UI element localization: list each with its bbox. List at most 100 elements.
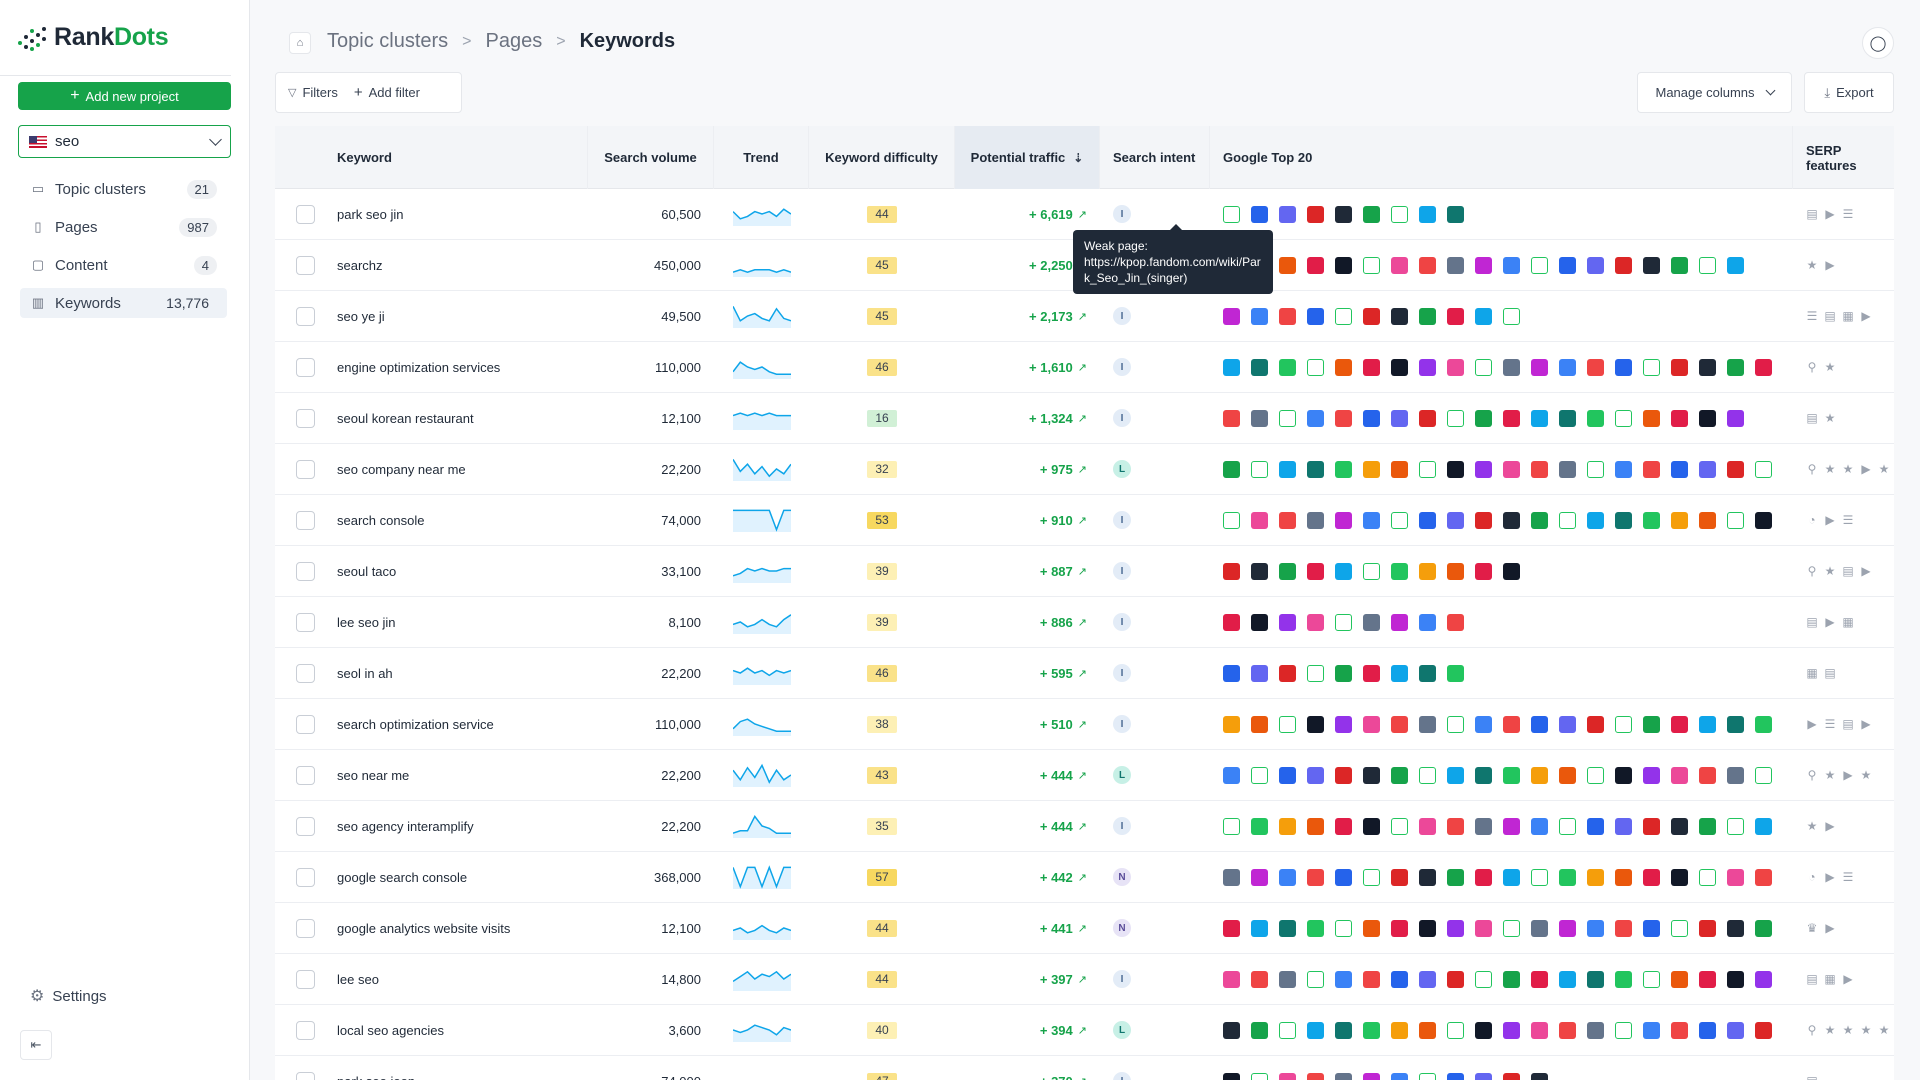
site-favicon-icon[interactable] [1391,307,1408,325]
site-favicon-icon[interactable] [1671,919,1688,937]
site-favicon-icon[interactable] [1503,409,1520,427]
site-favicon-icon[interactable] [1615,460,1632,478]
site-favicon-icon[interactable] [1475,409,1492,427]
site-favicon-icon[interactable] [1615,256,1632,274]
site-favicon-icon[interactable] [1559,919,1576,937]
site-favicon-icon[interactable] [1335,307,1352,325]
site-favicon-icon[interactable] [1307,460,1324,478]
site-favicon-icon[interactable] [1475,970,1492,988]
site-favicon-icon[interactable] [1475,307,1492,325]
table-row[interactable]: lee seo 14,800 44 + 397 ↗ I ▤ ▦ ▶ [275,954,1894,1005]
site-favicon-icon[interactable] [1251,817,1268,835]
site-favicon-icon[interactable] [1223,817,1240,835]
site-favicon-icon[interactable] [1447,562,1464,580]
site-favicon-icon[interactable] [1475,358,1492,376]
keyword-link[interactable]: lee seo [337,971,379,987]
site-favicon-icon[interactable] [1587,715,1604,733]
site-favicon-icon[interactable] [1363,205,1380,223]
site-favicon-icon[interactable] [1531,460,1548,478]
row-checkbox[interactable] [295,459,315,479]
site-favicon-icon[interactable] [1727,970,1744,988]
site-favicon-icon[interactable] [1503,460,1520,478]
site-favicon-icon[interactable] [1363,868,1380,886]
site-favicon-icon[interactable] [1307,766,1324,784]
keyword-link[interactable]: seo near me [337,767,410,783]
site-favicon-icon[interactable] [1419,817,1436,835]
site-favicon-icon[interactable] [1503,766,1520,784]
row-checkbox[interactable] [295,714,315,734]
site-favicon-icon[interactable] [1755,817,1772,835]
site-favicon-icon[interactable] [1279,307,1296,325]
site-favicon-icon[interactable] [1643,766,1660,784]
site-favicon-icon[interactable] [1447,1072,1464,1080]
site-favicon-icon[interactable] [1335,256,1352,274]
site-favicon-icon[interactable] [1671,256,1688,274]
site-favicon-icon[interactable] [1699,766,1716,784]
site-favicon-icon[interactable] [1279,1072,1296,1080]
site-favicon-icon[interactable] [1363,307,1380,325]
site-favicon-icon[interactable] [1335,715,1352,733]
site-favicon-icon[interactable] [1307,511,1324,529]
site-favicon-icon[interactable] [1419,919,1436,937]
site-favicon-icon[interactable] [1447,868,1464,886]
site-favicon-icon[interactable] [1447,1021,1464,1039]
site-favicon-icon[interactable] [1363,817,1380,835]
table-row[interactable]: seo near me 22,200 43 + 444 ↗ L ⚲ ★ ▶ ★ [275,750,1894,801]
site-favicon-icon[interactable] [1307,817,1324,835]
site-favicon-icon[interactable] [1559,409,1576,427]
site-favicon-icon[interactable] [1279,715,1296,733]
site-favicon-icon[interactable] [1419,205,1436,223]
site-favicon-icon[interactable] [1223,205,1240,223]
header-trend[interactable]: Trend [714,126,809,189]
logo[interactable]: RankDots [0,0,231,76]
site-favicon-icon[interactable] [1335,970,1352,988]
site-favicon-icon[interactable] [1587,919,1604,937]
site-favicon-icon[interactable] [1643,511,1660,529]
site-favicon-icon[interactable] [1447,205,1464,223]
keyword-link[interactable]: seo ye ji [337,308,385,324]
site-favicon-icon[interactable] [1419,715,1436,733]
site-favicon-icon[interactable] [1391,919,1408,937]
site-favicon-icon[interactable] [1279,511,1296,529]
header-search-intent[interactable]: Search intent [1100,126,1210,189]
site-favicon-icon[interactable] [1419,1021,1436,1039]
site-favicon-icon[interactable] [1503,715,1520,733]
site-favicon-icon[interactable] [1363,919,1380,937]
table-row[interactable]: local seo agencies 3,600 40 + 394 ↗ L ⚲ ★ ★… [275,1005,1894,1056]
site-favicon-icon[interactable] [1643,817,1660,835]
site-favicon-icon[interactable] [1363,1021,1380,1039]
site-favicon-icon[interactable] [1279,1021,1296,1039]
site-favicon-icon[interactable] [1251,511,1268,529]
site-favicon-icon[interactable] [1559,256,1576,274]
site-favicon-icon[interactable] [1587,460,1604,478]
site-favicon-icon[interactable] [1699,409,1716,427]
manage-columns-button[interactable]: Manage columns [1637,72,1792,113]
site-favicon-icon[interactable] [1559,817,1576,835]
site-favicon-icon[interactable] [1475,256,1492,274]
site-favicon-icon[interactable] [1223,970,1240,988]
header-keyword[interactable]: Keyword [335,126,588,189]
site-favicon-icon[interactable] [1335,511,1352,529]
site-favicon-icon[interactable] [1531,766,1548,784]
site-favicon-icon[interactable] [1643,868,1660,886]
site-favicon-icon[interactable] [1587,970,1604,988]
site-favicon-icon[interactable] [1587,1021,1604,1039]
site-favicon-icon[interactable] [1251,1021,1268,1039]
site-favicon-icon[interactable] [1251,613,1268,631]
site-favicon-icon[interactable] [1251,562,1268,580]
site-favicon-icon[interactable] [1223,307,1240,325]
site-favicon-icon[interactable] [1447,613,1464,631]
table-row[interactable]: search console 74,000 53 + 910 ↗ I ◔ ▶ ☰ [275,495,1894,546]
site-favicon-icon[interactable] [1615,868,1632,886]
site-favicon-icon[interactable] [1587,868,1604,886]
site-favicon-icon[interactable] [1587,358,1604,376]
site-favicon-icon[interactable] [1727,256,1744,274]
site-favicon-icon[interactable] [1447,766,1464,784]
site-favicon-icon[interactable] [1279,205,1296,223]
site-favicon-icon[interactable] [1363,970,1380,988]
site-favicon-icon[interactable] [1391,766,1408,784]
keyword-link[interactable]: seoul taco [337,563,397,579]
site-favicon-icon[interactable] [1615,358,1632,376]
keyword-link[interactable]: lee seo jin [337,614,396,630]
site-favicon-icon[interactable] [1223,919,1240,937]
